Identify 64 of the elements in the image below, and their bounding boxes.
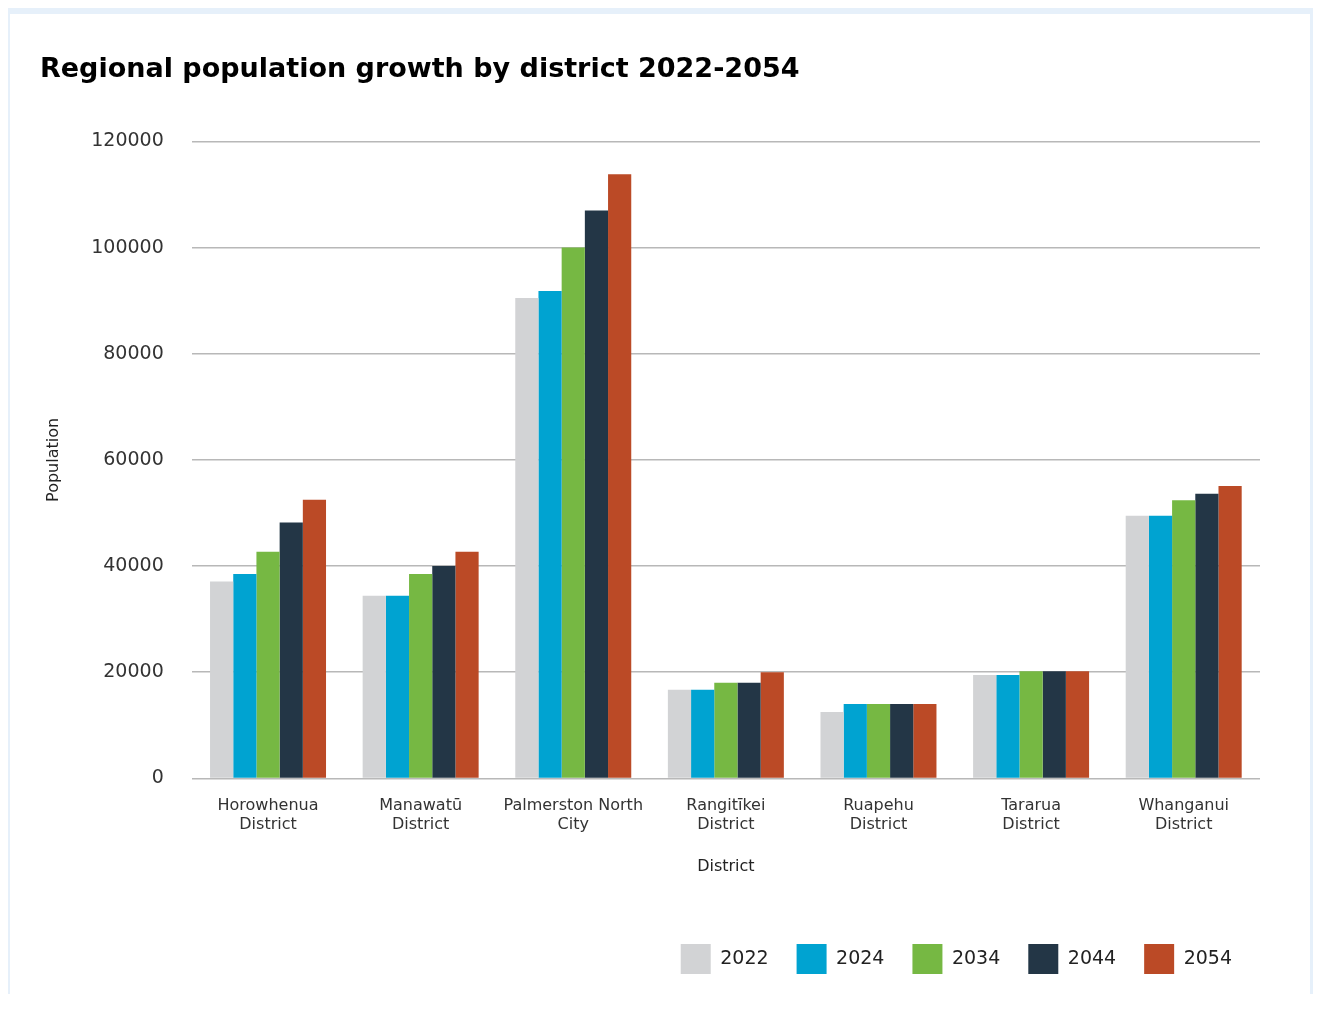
bar	[584, 210, 609, 778]
y-tick-label: 120000	[91, 128, 164, 151]
bar	[760, 672, 784, 778]
bar	[210, 581, 234, 778]
legend-label: 2044	[1067, 945, 1117, 968]
bar	[561, 247, 585, 778]
category-label: Ruapehu	[843, 795, 914, 815]
bar	[409, 574, 433, 778]
bar	[890, 704, 914, 778]
bar	[432, 566, 456, 778]
legend-label: 2054	[1183, 945, 1233, 968]
bar	[1065, 671, 1090, 778]
x-axis-title: District	[697, 855, 755, 875]
bar	[996, 674, 1020, 778]
category-label: District	[849, 814, 908, 834]
category-label: Palmerston North	[503, 795, 644, 815]
bar	[913, 704, 937, 778]
bar	[256, 551, 280, 778]
bar	[279, 522, 303, 778]
bar	[538, 291, 562, 778]
y-tick-label: 60000	[103, 446, 164, 469]
legend-label: 2022	[720, 945, 769, 968]
category-label: Whanganui	[1138, 795, 1229, 815]
bar	[608, 174, 632, 778]
bar	[820, 712, 844, 778]
bar	[843, 704, 867, 778]
category-label: Horowhenua	[217, 795, 319, 815]
bar	[385, 595, 410, 778]
bar	[1218, 485, 1242, 778]
category-label: District	[697, 814, 755, 834]
bar	[667, 689, 692, 778]
chart-title: Regional population growth by district 2022-2054	[40, 52, 800, 84]
y-tick-label: 100000	[91, 234, 164, 257]
bar	[1019, 671, 1043, 778]
bar	[1172, 500, 1196, 778]
category-label: District	[239, 814, 297, 834]
bar	[233, 574, 257, 778]
y-tick-label: 40000	[103, 553, 164, 575]
bar	[302, 499, 327, 778]
bar	[714, 682, 738, 778]
category-label: District	[391, 814, 450, 834]
y-tick-label: 80000	[103, 340, 164, 363]
bar	[455, 551, 479, 778]
category-label: Rangitīkei	[686, 795, 766, 815]
bar	[737, 682, 761, 778]
bar	[1148, 515, 1173, 778]
legend-label: 2024	[836, 945, 885, 968]
category-label: City	[557, 814, 589, 834]
y-tick-label: 0	[151, 765, 164, 788]
category-label: District	[1154, 814, 1213, 834]
bar	[691, 689, 715, 778]
bar	[1042, 671, 1066, 778]
legend-label: 2034	[951, 945, 1001, 968]
category-label: Tararua	[1001, 795, 1062, 815]
y-axis-title: Population	[42, 417, 62, 502]
category-label: Manawatū	[379, 795, 463, 815]
bar	[1195, 493, 1219, 778]
bar	[362, 595, 386, 778]
bar	[1125, 515, 1149, 778]
y-tick-label: 20000	[103, 659, 164, 682]
bar	[973, 674, 997, 778]
category-label: District	[1002, 814, 1060, 834]
bar	[515, 298, 539, 778]
bar	[866, 704, 891, 778]
